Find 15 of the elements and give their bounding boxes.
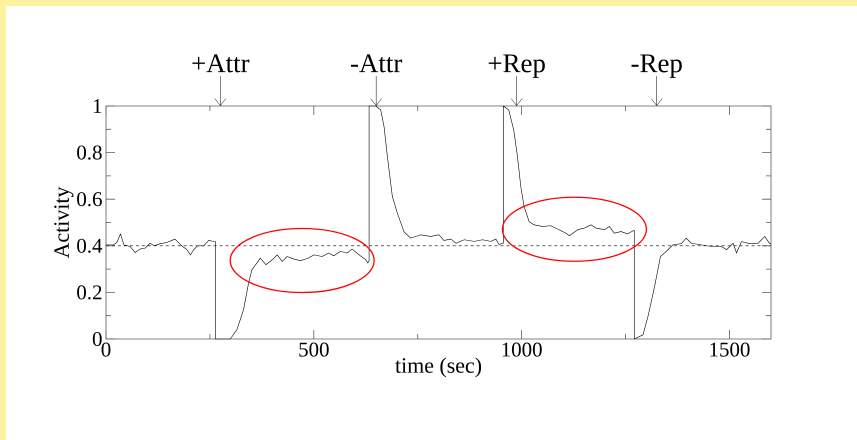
y-tick-label: 0.4 (77, 238, 102, 253)
y-tick-label: 1 (94, 99, 102, 113)
y-tick-label: 0 (92, 332, 102, 346)
annotation: +Attr (192, 54, 250, 72)
y-axis-title: Activity (54, 186, 74, 258)
x-tick-label: 1000 (502, 342, 542, 357)
y-tick-label: 0.2 (77, 285, 102, 300)
x-axis-title: time (sec) (395, 357, 482, 378)
annotation: -Rep (632, 54, 682, 78)
x-tick-label: 1500 (710, 342, 750, 357)
x-tick-label: 500 (299, 342, 329, 357)
annotation: -Attr (351, 54, 402, 72)
y-tick-label: 0.6 (77, 192, 102, 206)
annotation: +Rep (488, 54, 545, 78)
y-tick-label: 0.8 (77, 146, 102, 160)
